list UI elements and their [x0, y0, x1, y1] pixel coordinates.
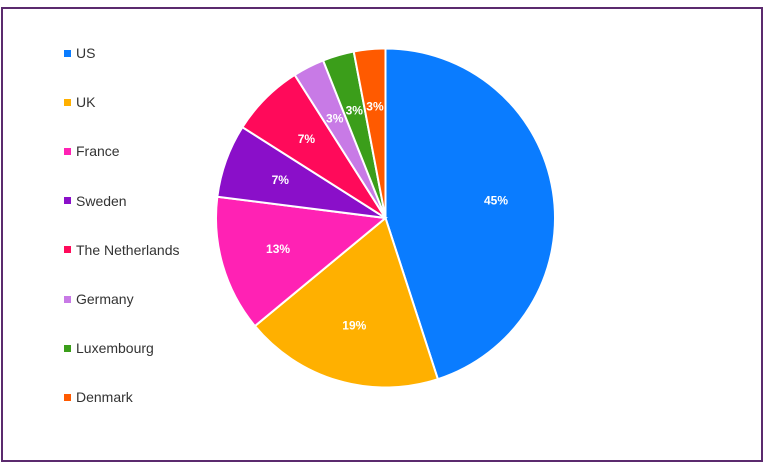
data-label-sweden: 7%: [272, 173, 290, 187]
legend-item-uk: UK: [64, 93, 95, 111]
legend-swatch-icon: [64, 147, 71, 155]
data-label-the-netherlands: 7%: [298, 132, 316, 146]
pie-slice-denmark: [352, 47, 387, 219]
data-label-france: 13%: [266, 242, 290, 256]
legend-item-the-netherlands: The Netherlands: [64, 241, 180, 259]
pie-slice-uk: [253, 216, 440, 389]
legend-label: Denmark: [76, 389, 133, 406]
legend-label: Germany: [76, 291, 134, 307]
legend-item-france: France: [64, 142, 120, 160]
legend-item-luxembourg: Luxembourg: [64, 339, 154, 357]
data-label-luxembourg: 3%: [346, 104, 364, 118]
legend-swatch-icon: [64, 197, 71, 205]
legend-label: France: [76, 143, 120, 160]
data-label-denmark: 3%: [366, 100, 384, 114]
legend-swatch-icon: [64, 295, 71, 303]
pie-slice-us: [384, 47, 556, 381]
legend-swatch-icon: [64, 98, 71, 106]
legend-swatch-icon: [64, 49, 71, 57]
pie-slice-france: [215, 195, 388, 328]
legend-label: Sweden: [76, 192, 127, 209]
legend-item-denmark: Denmark: [64, 388, 133, 406]
legend-label: The Netherlands: [76, 241, 180, 258]
legend-label: US: [76, 45, 96, 61]
legend-label: UK: [76, 94, 96, 111]
legend-swatch-icon: [64, 246, 71, 254]
legend-item-us: US: [64, 44, 95, 62]
data-label-uk: 19%: [342, 318, 366, 332]
legend-label: Luxembourg: [76, 340, 154, 357]
data-label-germany: 3%: [326, 111, 344, 125]
legend-item-sweden: Sweden: [64, 192, 127, 210]
data-label-us: 45%: [484, 193, 508, 207]
legend-swatch-icon: [64, 344, 71, 352]
legend-swatch-icon: [64, 393, 71, 401]
legend-item-germany: Germany: [64, 290, 134, 308]
